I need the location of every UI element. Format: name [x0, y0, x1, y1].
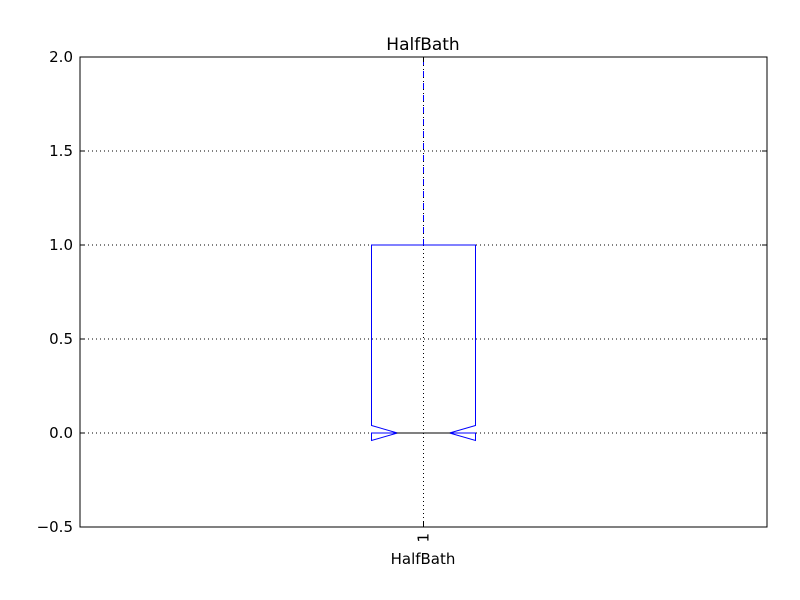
y-tick-label: 0.5 [49, 330, 73, 348]
y-tick-label: −0.5 [37, 518, 73, 536]
plot-area [371, 56, 476, 442]
y-tick-label: 1.0 [49, 236, 73, 254]
y-tick-label: 1.5 [49, 142, 73, 160]
chart-title: HalfBath [386, 35, 459, 55]
box-body [371, 244, 476, 442]
y-tick-label: 0.0 [49, 424, 73, 442]
grid-lines [80, 57, 767, 527]
y-tick-label: 2.0 [49, 48, 73, 66]
x-tick-label: 1 [415, 533, 433, 543]
x-axis-label: HalfBath [391, 550, 456, 568]
ticks: −0.5 0.0 0.5 1.0 1.5 2.0 1 [37, 48, 767, 543]
axes-frame [79, 56, 768, 528]
